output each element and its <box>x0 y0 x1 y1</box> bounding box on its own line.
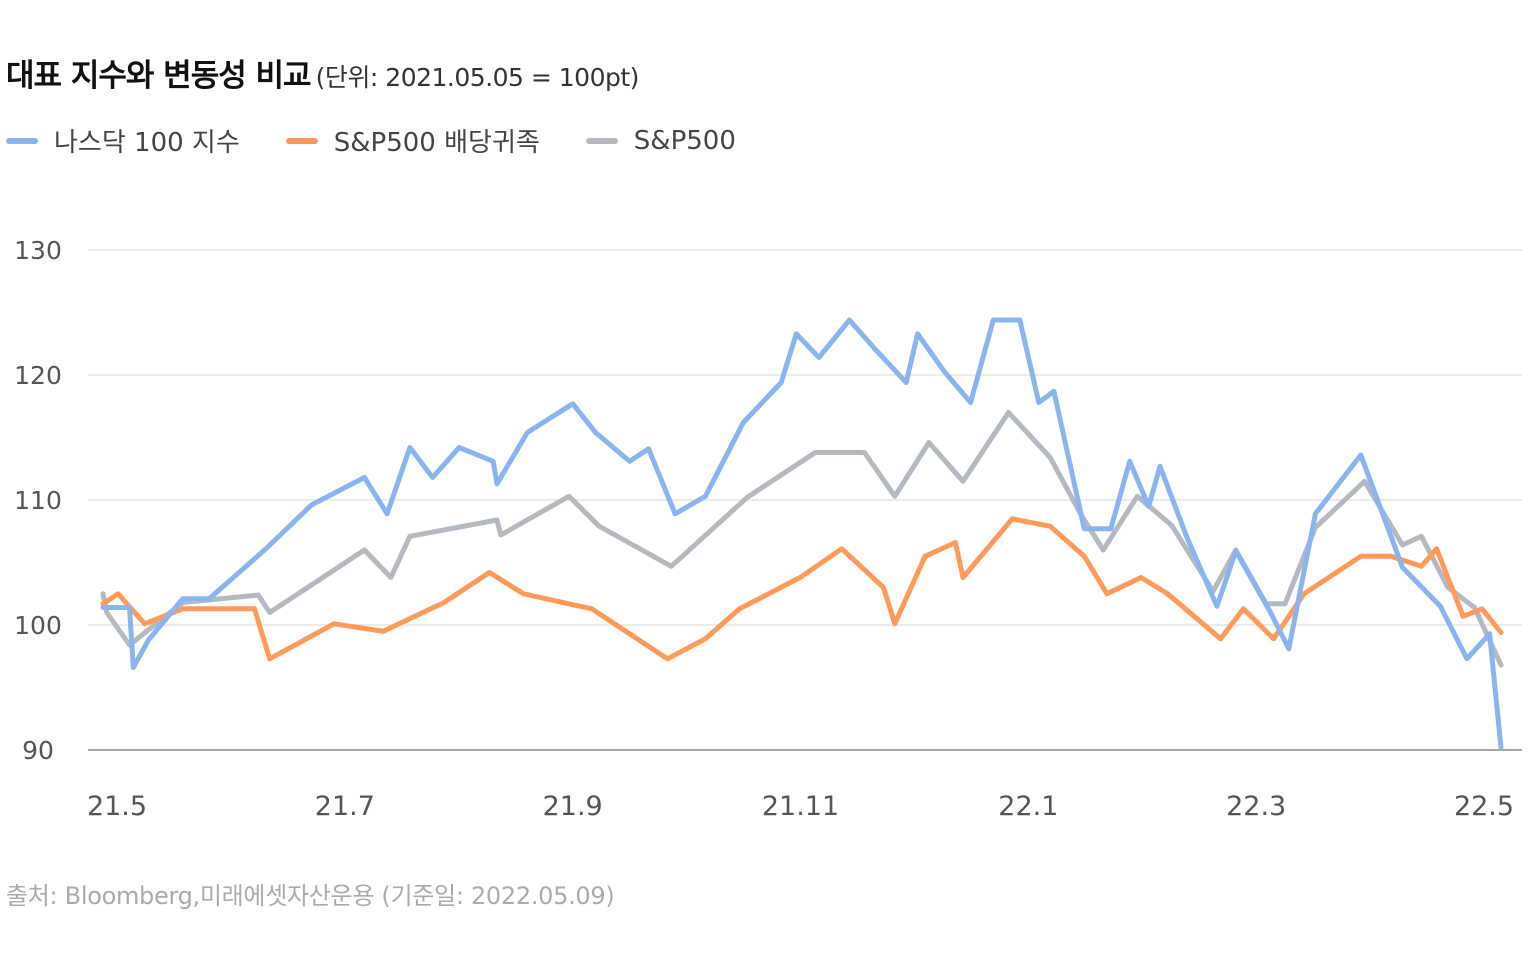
chart-title: 대표 지수와 변동성 비교 <box>6 58 312 94</box>
legend-label: S&P500 배당귀족 <box>333 128 540 158</box>
legend-item-sp500: S&P500 <box>585 122 736 159</box>
legend-swatch <box>285 137 318 144</box>
y-tick-label: 110 <box>14 486 62 515</box>
x-tick-label: 22.5 <box>1454 791 1514 822</box>
legend-label: 나스닥 100 지수 <box>54 128 240 158</box>
x-tick-label: 22.1 <box>998 791 1058 822</box>
series-line-2 <box>100 410 1504 668</box>
legend: 나스닥 100 지수 S&P500 배당귀족 S&P500 <box>6 122 736 159</box>
legend-label: S&P500 <box>633 125 736 156</box>
x-tick-label: 21.7 <box>315 791 375 822</box>
y-tick-label: 120 <box>14 361 62 390</box>
x-tick-label: 21.5 <box>87 791 147 822</box>
legend-item-nasdaq100: 나스닥 100 지수 <box>6 122 240 159</box>
x-tick-label: 21.9 <box>543 791 603 822</box>
legend-swatch <box>6 137 38 144</box>
chart-subtitle: (단위: 2021.05.05 = 100pt) <box>315 63 640 92</box>
x-tick-label: 22.3 <box>1226 791 1286 822</box>
series-line-0 <box>100 317 1504 750</box>
series-line-1 <box>100 516 1504 662</box>
y-tick-label: 130 <box>14 236 62 265</box>
y-tick-label: 100 <box>14 611 62 640</box>
legend-item-sp500-aristocrats: S&P500 배당귀족 <box>285 122 540 159</box>
source-note: 출처: Bloomberg,미래에셋자산운용 (기준일: 2022.05.09) <box>6 882 615 910</box>
chart-title-block: 대표 지수와 변동성 비교 (단위: 2021.05.05 = 100pt) <box>6 50 639 95</box>
y-tick-label: 90 <box>22 736 54 765</box>
legend-swatch <box>585 137 618 144</box>
x-tick-label: 21.11 <box>762 791 839 822</box>
